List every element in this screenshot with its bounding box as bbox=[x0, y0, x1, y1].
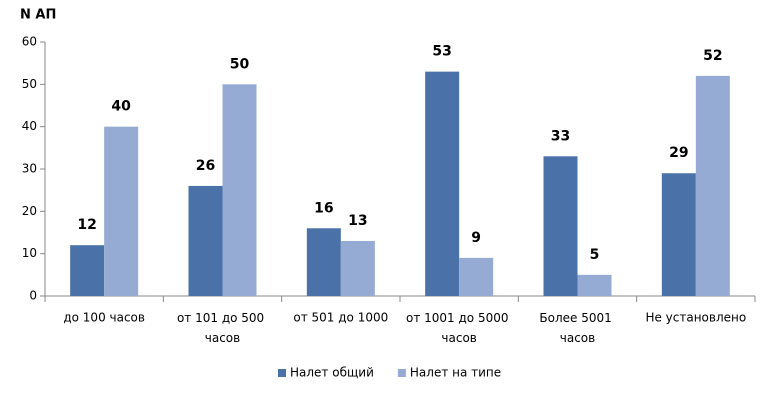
x-tick-label: от 101 до 500 часов bbox=[177, 311, 268, 345]
bar bbox=[695, 75, 730, 296]
value-label: 13 bbox=[348, 213, 367, 229]
bar bbox=[70, 245, 105, 296]
x-tick-label: Не установлено bbox=[645, 311, 746, 325]
y-tick-label: 60 bbox=[22, 35, 37, 49]
value-label: 26 bbox=[196, 158, 215, 174]
value-label: 40 bbox=[111, 99, 131, 115]
value-label: 52 bbox=[703, 48, 722, 64]
x-tick-label: до 100 часов bbox=[63, 311, 145, 325]
y-tick-label: 50 bbox=[22, 77, 37, 91]
bar bbox=[459, 257, 494, 296]
x-tick-label: Более 5001 часов bbox=[539, 311, 615, 345]
legend-label: Налет на типе bbox=[410, 366, 501, 380]
legend-swatch bbox=[397, 369, 406, 377]
y-tick-label: 0 bbox=[29, 289, 37, 303]
y-tick-label: 10 bbox=[22, 246, 37, 260]
bar bbox=[577, 274, 612, 296]
bar bbox=[306, 228, 341, 296]
x-tick-label: от 501 до 1000 bbox=[293, 311, 388, 325]
value-label: 9 bbox=[471, 230, 481, 246]
value-label: 33 bbox=[551, 128, 570, 144]
bar bbox=[104, 126, 139, 297]
value-label: 16 bbox=[314, 200, 333, 216]
bar bbox=[543, 156, 578, 296]
value-label: 12 bbox=[77, 217, 96, 233]
value-label: 5 bbox=[590, 247, 600, 263]
y-tick-label: 30 bbox=[22, 162, 37, 176]
bar bbox=[188, 185, 223, 296]
y-axis-label: N АП bbox=[20, 8, 56, 23]
bar bbox=[340, 240, 375, 296]
y-tick-label: 40 bbox=[22, 119, 37, 133]
y-tick-label: 20 bbox=[22, 204, 37, 218]
bar bbox=[222, 84, 257, 296]
legend-swatch bbox=[278, 369, 286, 377]
bar bbox=[661, 173, 696, 296]
value-label: 29 bbox=[669, 145, 688, 161]
x-tick-label: от 1001 до 5000 часов bbox=[406, 311, 512, 345]
legend-label: Налет общий bbox=[290, 366, 374, 380]
value-label: 53 bbox=[432, 44, 451, 60]
value-label: 50 bbox=[230, 56, 250, 72]
bar bbox=[425, 71, 460, 296]
